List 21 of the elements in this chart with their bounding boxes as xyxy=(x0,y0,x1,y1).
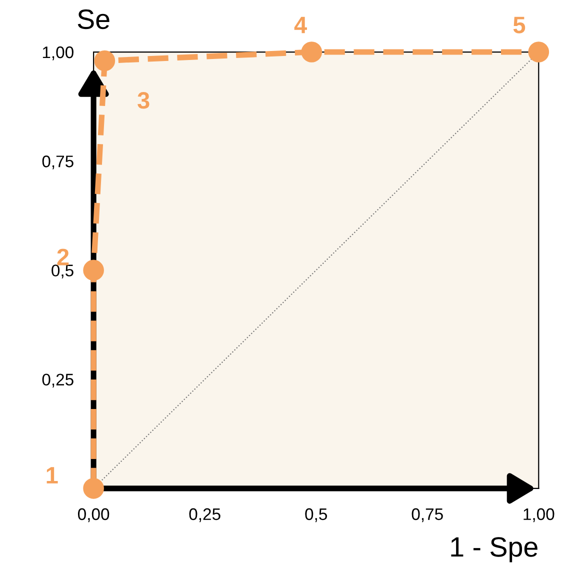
x-tick-label: 1,00 xyxy=(524,508,554,522)
annotation: 1 xyxy=(46,467,58,484)
y-tick-label: 1,00 xyxy=(42,46,74,60)
y-axis-title: Se xyxy=(78,9,110,30)
x-tick-label: 0,5 xyxy=(305,508,327,522)
point xyxy=(301,42,322,62)
y-tick-label: 0,5 xyxy=(52,264,74,278)
x-tick-label: 0,00 xyxy=(78,508,110,522)
point xyxy=(83,478,104,499)
annotation: 2 xyxy=(57,248,69,266)
x-tick-label: 0,75 xyxy=(412,508,443,522)
point xyxy=(94,50,116,72)
annotation: 4 xyxy=(294,16,307,34)
x-tick-label: 0,25 xyxy=(189,508,220,522)
annotation: 5 xyxy=(513,16,526,34)
point xyxy=(83,260,104,281)
y-tick-label: 0,75 xyxy=(42,156,74,170)
x-axis-title: 1 - Spe xyxy=(451,537,538,562)
y-tick-label: 0,25 xyxy=(42,374,74,388)
point xyxy=(528,42,550,62)
annotation: 3 xyxy=(138,92,150,109)
